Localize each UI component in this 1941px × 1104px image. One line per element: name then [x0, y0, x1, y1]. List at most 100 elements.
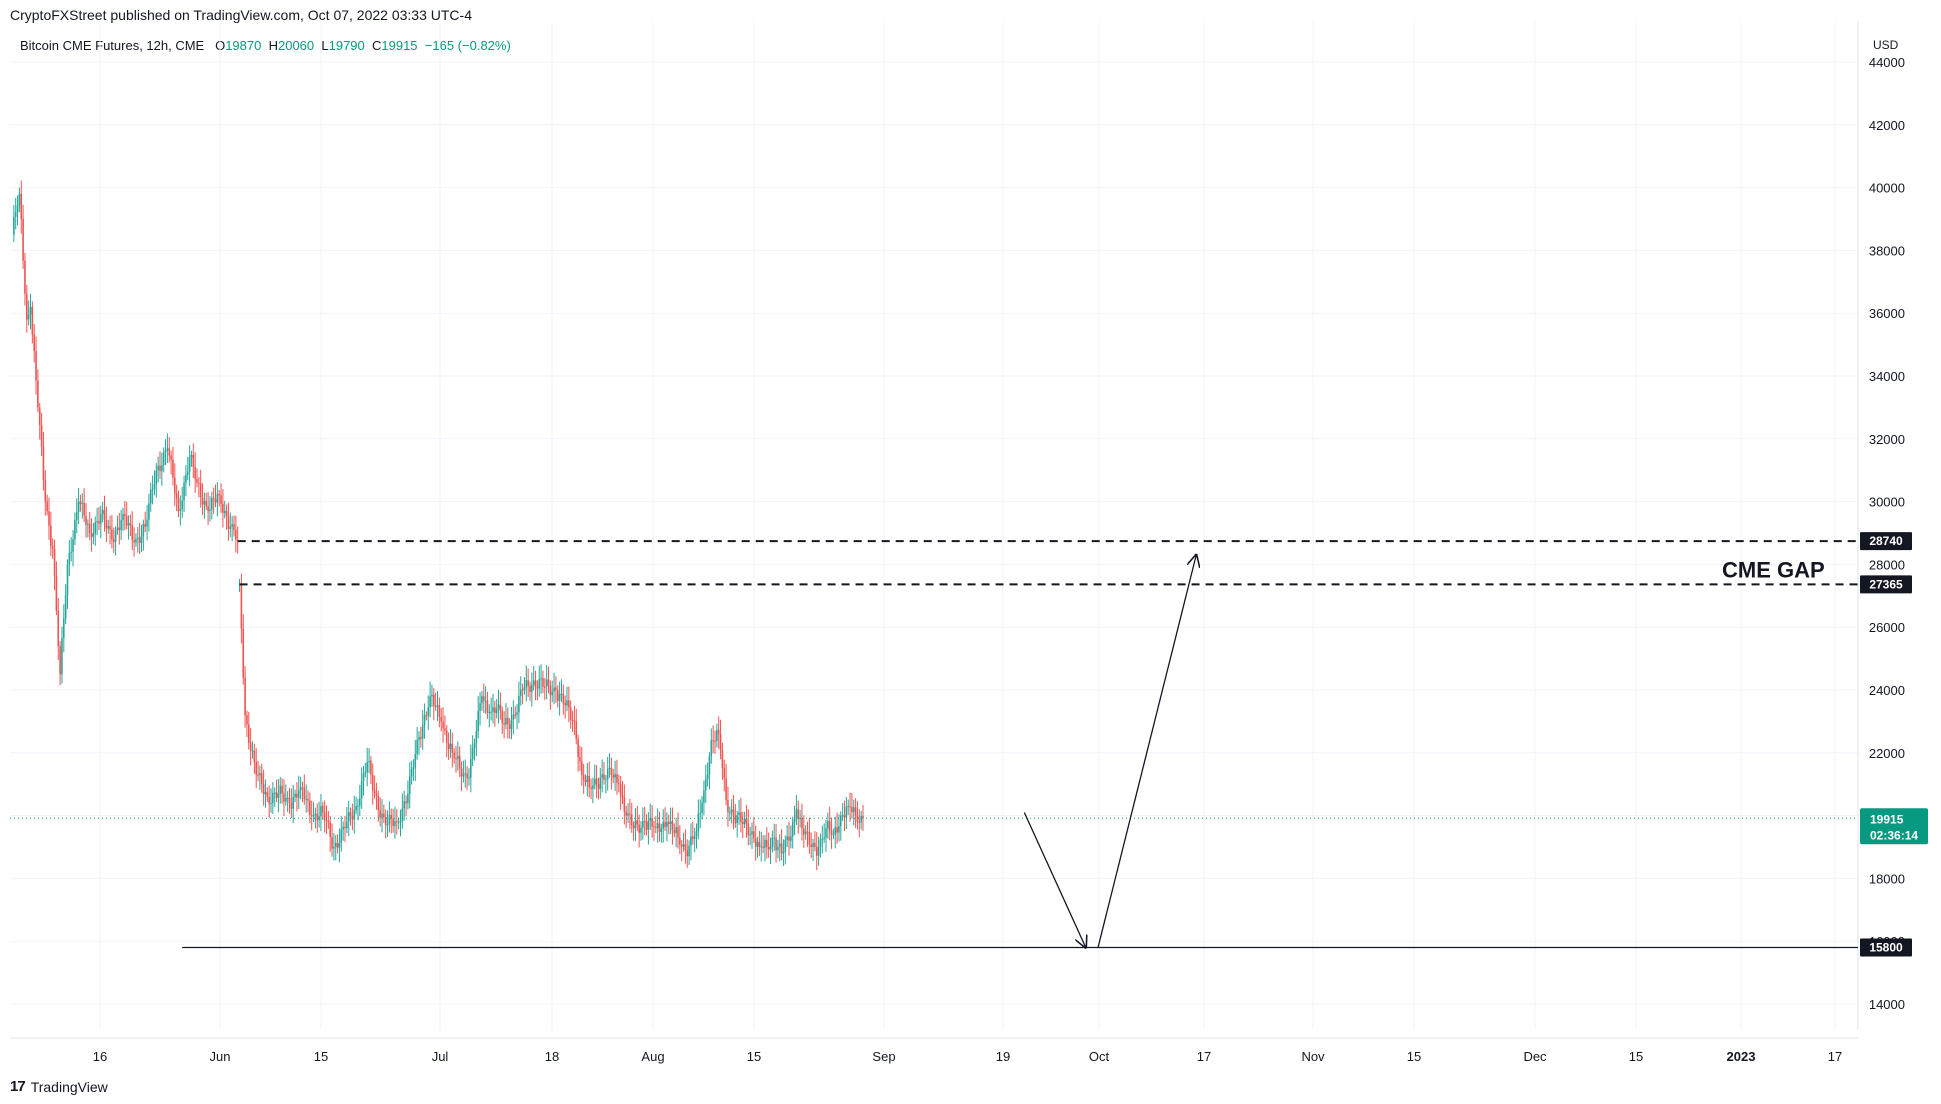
candle-body [120, 520, 122, 531]
candle-body [125, 516, 128, 526]
y-tick-label: 44000 [1869, 55, 1905, 70]
candle-body [801, 817, 803, 829]
candle-body [823, 837, 825, 840]
candle-body [334, 843, 337, 847]
x-tick-label: Jun [210, 1049, 231, 1064]
candle-body [211, 497, 213, 510]
candle-body [201, 497, 204, 505]
candle-body [682, 844, 685, 847]
candle-body [166, 448, 169, 451]
candle-body [51, 545, 54, 549]
candle-body [623, 797, 626, 812]
candle-body [806, 831, 809, 833]
candle-body [100, 514, 102, 524]
candle-body [471, 747, 474, 760]
candle-body [310, 814, 313, 816]
candle-body [449, 743, 452, 749]
candle-body [70, 551, 72, 553]
candle-body [151, 489, 154, 491]
candle-body [172, 459, 174, 478]
high-value: 20060 [277, 38, 315, 53]
candle-body [840, 815, 842, 826]
candle-body [438, 705, 441, 717]
candle-body [88, 523, 91, 533]
candle-body [342, 826, 344, 830]
candle-body [601, 774, 603, 778]
candle-body [821, 839, 824, 841]
candle-body [325, 820, 328, 822]
candle-body [462, 774, 465, 777]
candle-body [149, 489, 152, 504]
projection-arrow-down [1023, 812, 1085, 947]
candle-body [815, 846, 818, 856]
candle-body [677, 827, 679, 838]
candle-body [564, 702, 566, 706]
candle-body [553, 687, 555, 692]
x-tick-label: 2023 [1727, 1049, 1756, 1064]
candle-body [436, 705, 439, 707]
x-tick-label: 15 [1629, 1049, 1643, 1064]
candle-body [799, 817, 801, 820]
candle-body [706, 774, 709, 780]
candle-body [109, 526, 111, 530]
candle-body [484, 700, 487, 702]
candle-body [277, 793, 280, 798]
candle-body [525, 680, 528, 688]
x-tick-label: 15 [747, 1049, 761, 1064]
candle-body [577, 739, 579, 758]
candle-body [803, 828, 805, 835]
candle-body [98, 521, 100, 524]
candle-body [24, 260, 26, 294]
candle-body [349, 812, 352, 817]
candle-body [858, 821, 861, 823]
candle-body [690, 836, 692, 846]
candle-body [666, 821, 668, 827]
candle-body [312, 815, 315, 817]
candle-body [838, 825, 840, 833]
candle-body [597, 784, 600, 789]
candle-body [447, 743, 450, 749]
candle-body [470, 759, 472, 778]
cme-gap-annotation: CME GAP [1722, 557, 1825, 582]
candle-body [131, 525, 134, 541]
candle-body [536, 686, 539, 689]
candle-body [14, 212, 17, 217]
candle-body [605, 779, 607, 781]
candle-body [299, 787, 302, 791]
candle-body [745, 818, 748, 824]
candle-body [579, 757, 581, 762]
candle-body [464, 773, 467, 775]
candle-body [381, 813, 383, 818]
candle-body [481, 696, 483, 704]
candle-body [754, 838, 757, 847]
x-tick-label: 17 [1197, 1049, 1211, 1064]
candle-body [185, 474, 187, 483]
candle-body [656, 823, 659, 829]
candle-body [808, 832, 811, 845]
candle-body [534, 680, 537, 687]
candle-body [347, 812, 350, 822]
candle-body [558, 694, 561, 701]
candle-body [514, 714, 516, 716]
candle-body [162, 452, 165, 466]
candle-body [442, 721, 444, 729]
candle-body [555, 687, 557, 690]
candle-body [127, 523, 130, 526]
candle-body [31, 306, 34, 335]
candle-body [516, 712, 518, 716]
candle-body [75, 512, 78, 520]
candle-body [692, 836, 694, 839]
candle-body [655, 827, 657, 829]
x-tick-label: 16 [93, 1049, 107, 1064]
candle-body [222, 503, 224, 513]
candle-body [819, 839, 822, 847]
candle-body [662, 821, 664, 829]
candle-body [242, 628, 245, 678]
candle-body [112, 539, 115, 542]
candle-body [268, 796, 270, 804]
candle-body [849, 806, 851, 808]
candle-body [521, 689, 524, 691]
candle-body [92, 533, 95, 537]
candle-body [209, 509, 211, 512]
